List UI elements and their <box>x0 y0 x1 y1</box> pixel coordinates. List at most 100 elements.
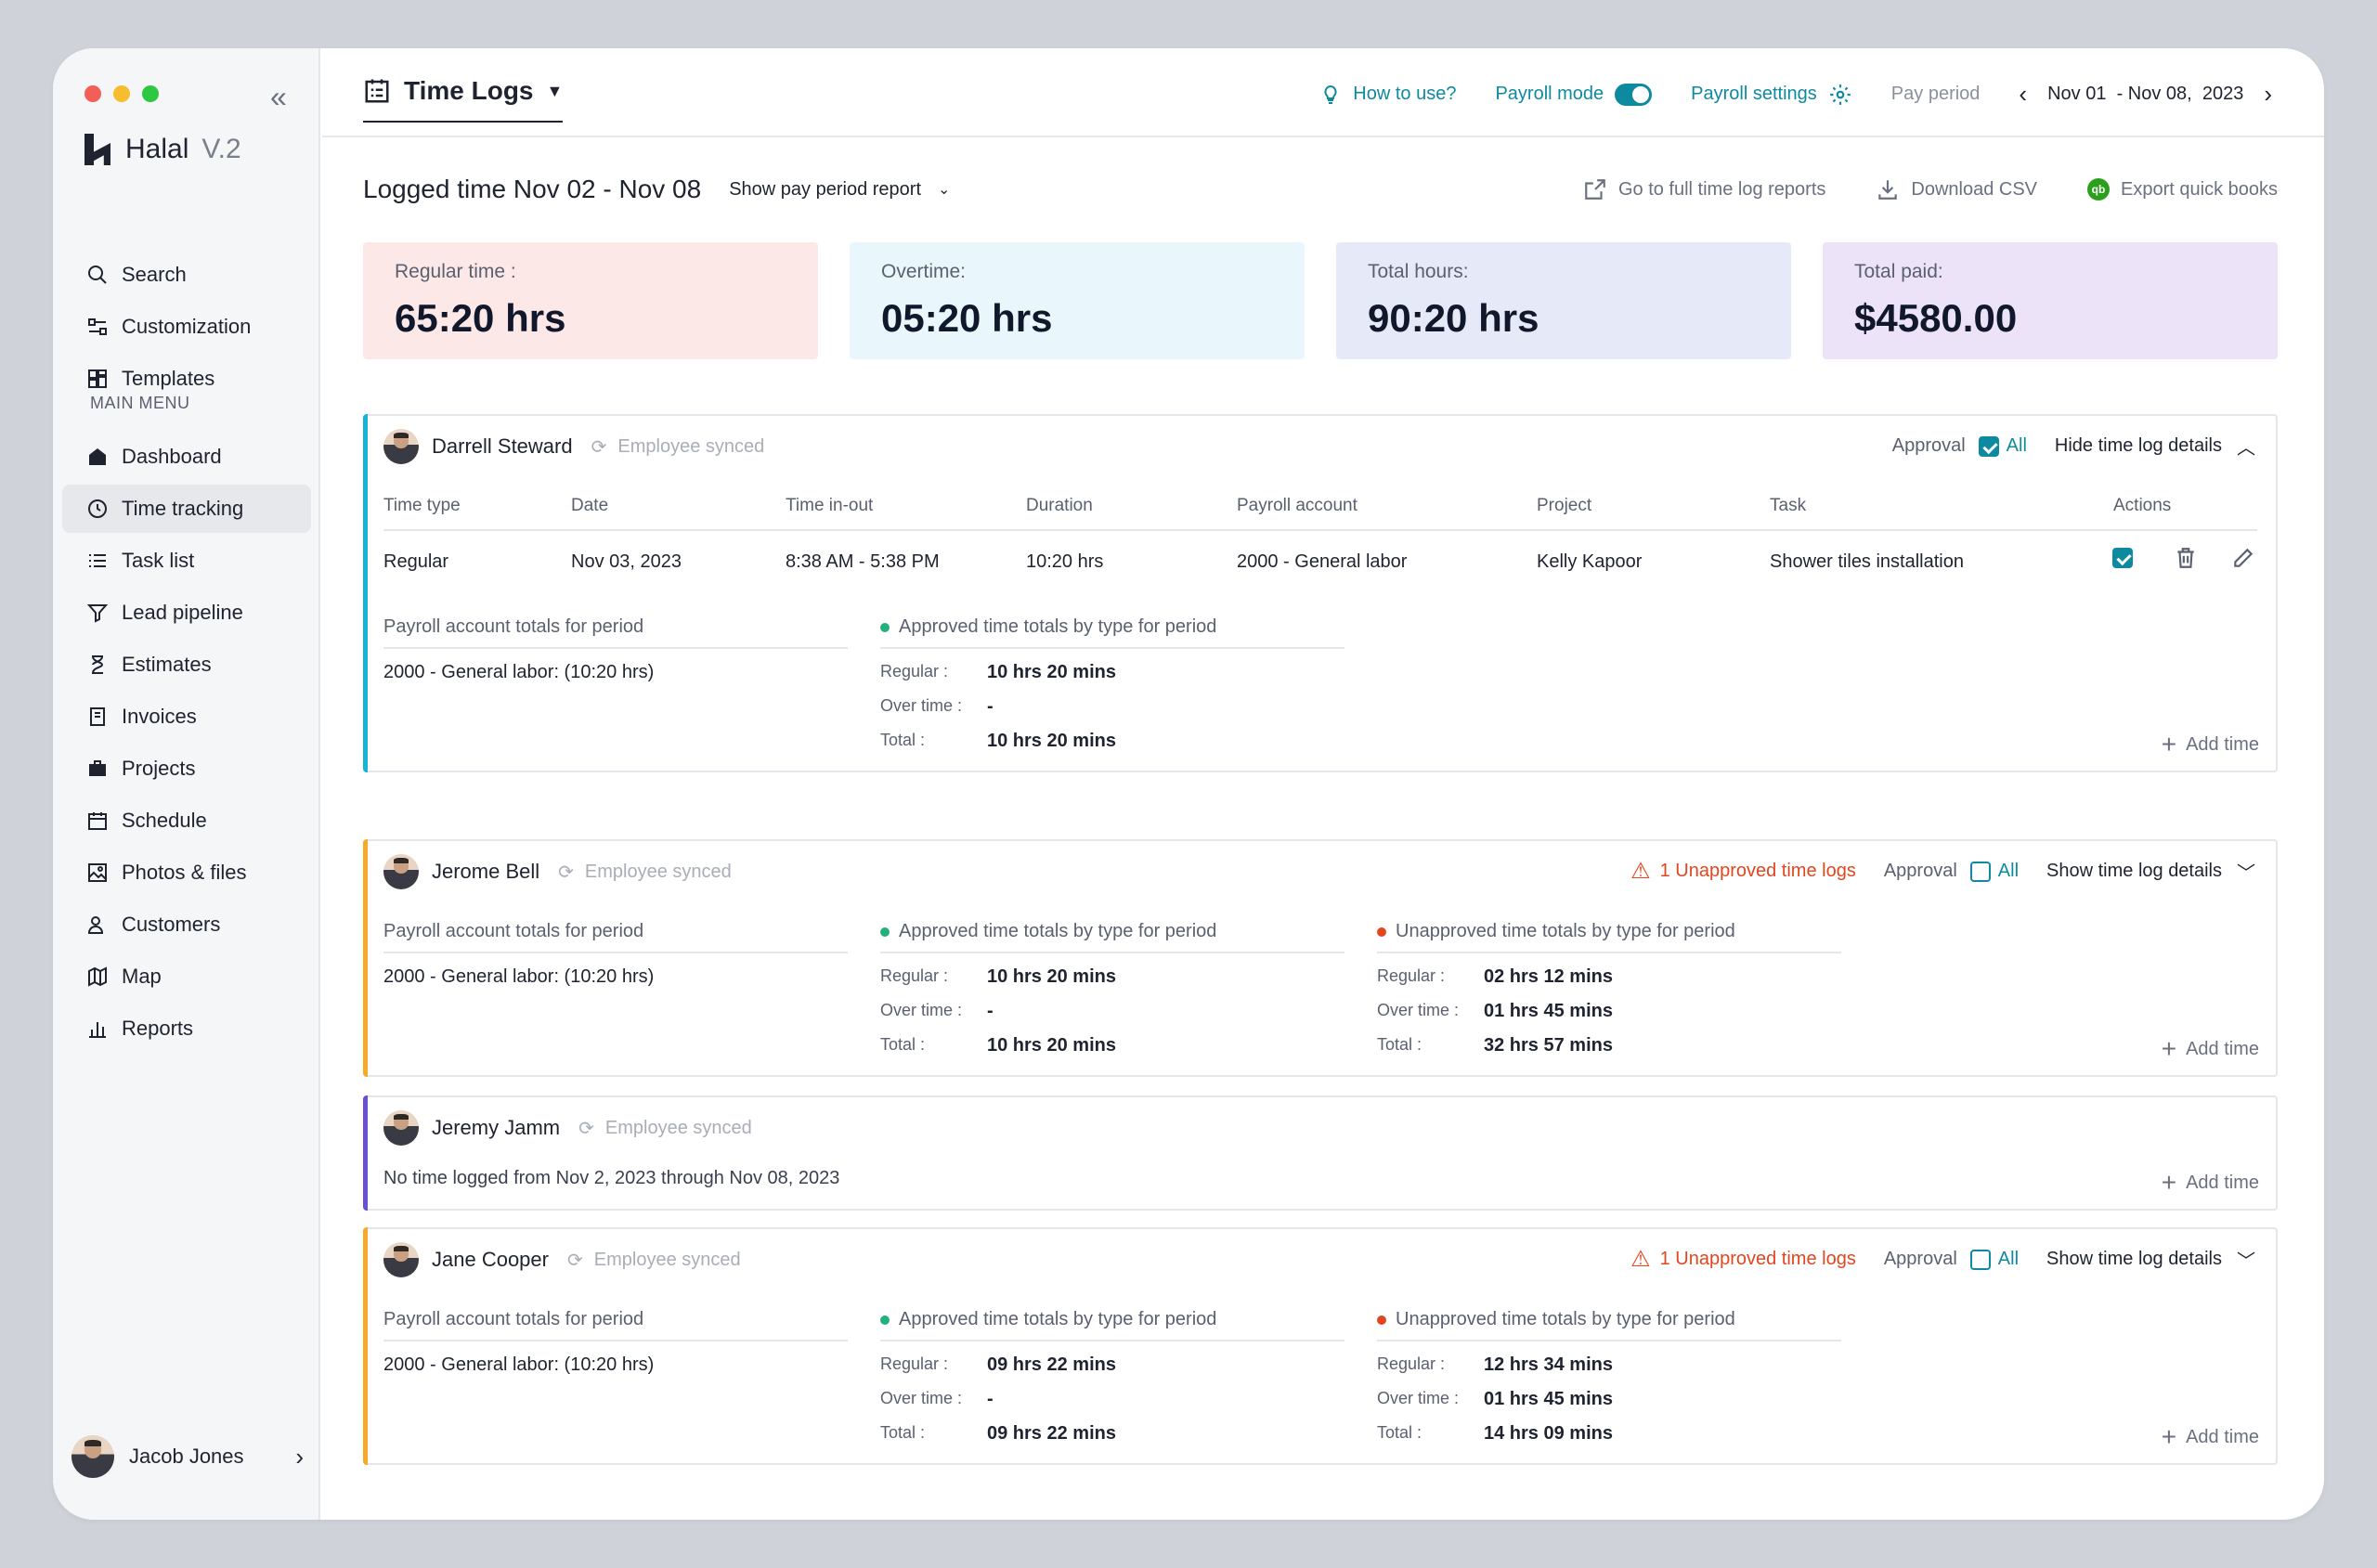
time-logs-dropdown[interactable]: Time Logs ▼ <box>363 76 564 123</box>
employee-header: Jane Cooper ⟳ Employee synced <box>383 1242 741 1277</box>
approved-regular-row: Regular : 10 hrs 20 mins <box>880 966 1344 988</box>
edit-icon[interactable] <box>2231 546 2255 570</box>
payroll-mode-toggle[interactable]: Payroll mode <box>1495 83 1653 106</box>
regular-value: 02 hrs 12 mins <box>1484 966 1613 987</box>
regular-label: Regular : <box>880 1354 949 1373</box>
chevron-down-icon: ﹀ <box>2237 1251 2255 1272</box>
synced-label: Employee synced <box>617 435 765 457</box>
download-csv-button[interactable]: Download CSV <box>1876 177 2037 201</box>
add-time-button[interactable]: + Add time <box>2162 1424 2259 1450</box>
show-pay-period-report-dropdown[interactable]: Show pay period report ⌄ <box>729 179 950 201</box>
go-full-reports-link[interactable]: Go to full time log reports <box>1583 177 1825 201</box>
employee-name: Jane Cooper <box>432 1248 549 1271</box>
add-time-button[interactable]: + Add time <box>2162 1036 2259 1062</box>
approved-totals-heading: Approved time totals by type for period <box>880 921 1344 953</box>
payroll-settings-link[interactable]: Payroll settings <box>1691 83 1852 107</box>
column-header: Payroll account <box>1237 496 1357 515</box>
chevron-right-icon[interactable]: › <box>2264 80 2272 108</box>
sidebar-item-invoices[interactable]: Invoices <box>62 693 311 741</box>
total-value: 10 hrs 20 mins <box>987 731 1116 751</box>
maximize-window-button[interactable] <box>142 85 159 102</box>
hourglass-icon <box>84 652 110 678</box>
total-label: Total : <box>1377 1423 1422 1442</box>
sliders-icon <box>84 314 110 340</box>
payroll-totals-heading: Payroll account totals for period <box>383 1309 848 1341</box>
show-details-toggle[interactable]: Show time log details ﹀ <box>2046 858 2255 885</box>
row-actions <box>2112 546 2255 570</box>
show-details-toggle[interactable]: Show time log details ﹀ <box>2046 1246 2255 1273</box>
avatar <box>383 429 419 464</box>
approve-row-checkbox[interactable] <box>2112 548 2133 568</box>
quickbooks-icon: qb <box>2087 178 2111 201</box>
add-time-button[interactable]: + Add time <box>2162 1170 2259 1196</box>
sidebar-item-projects[interactable]: Projects <box>62 745 311 793</box>
collapse-sidebar-icon[interactable]: « <box>270 80 287 113</box>
grid-icon <box>84 366 110 392</box>
green-dot-icon <box>880 927 890 937</box>
sidebar-templates[interactable]: Templates <box>62 355 311 403</box>
approve-all-checkbox[interactable]: All <box>1978 435 2027 457</box>
export-qb-label: Export quick books <box>2121 178 2278 200</box>
overtime-label: Over time : <box>880 696 963 715</box>
sidebar-customization[interactable]: Customization <box>62 303 311 351</box>
approve-all-checkbox[interactable]: All <box>1969 1249 2019 1270</box>
sidebar-item-label: Schedule <box>122 809 207 832</box>
add-time-label: Add time <box>2186 1172 2259 1193</box>
close-window-button[interactable] <box>84 85 101 102</box>
approved-overtime-row: Over time : - <box>880 1389 1344 1410</box>
employee-card: Jerome Bell ⟳ Employee synced ⚠ 1 Unapprov… <box>363 839 2278 1077</box>
export-quickbooks-button[interactable]: qb Export quick books <box>2087 177 2278 201</box>
toggle-switch[interactable] <box>1615 83 1653 106</box>
red-dot-icon <box>1377 927 1386 937</box>
regular-label: Regular : <box>880 662 949 680</box>
unapproved-total-row: Total : 14 hrs 09 mins <box>1377 1423 1841 1445</box>
sidebar-item-customers[interactable]: Customers <box>62 901 311 949</box>
trash-icon[interactable] <box>2174 546 2198 570</box>
sidebar-customization-label: Customization <box>122 315 252 338</box>
regular-value: 09 hrs 22 mins <box>987 1354 1116 1375</box>
how-to-use-link[interactable]: How to use? <box>1319 84 1456 106</box>
sidebar-item-reports[interactable]: Reports <box>62 1004 311 1053</box>
sidebar-item-time-tracking[interactable]: Time tracking <box>62 485 311 533</box>
checkbox-checked-icon <box>1978 435 1999 457</box>
add-time-button[interactable]: + Add time <box>2162 732 2259 758</box>
overtime-value: 01 hrs 45 mins <box>1484 1389 1613 1409</box>
unapproved-overtime-row: Over time : 01 hrs 45 mins <box>1377 1001 1841 1022</box>
sidebar-item-estimates[interactable]: Estimates <box>62 641 311 689</box>
chevron-left-icon[interactable]: ‹ <box>2019 80 2028 108</box>
employee-synced-status: ⟳ Employee synced <box>578 1117 752 1140</box>
approve-all-checkbox[interactable]: All <box>1969 861 2019 882</box>
sidebar-search[interactable]: Search <box>62 251 311 299</box>
external-link-icon <box>1585 179 1605 200</box>
sidebar-item-label: Projects <box>122 757 196 780</box>
employee-header: Jerome Bell ⟳ Employee synced <box>383 854 732 889</box>
card-controls: ⚠ 1 Unapproved time logs Approval All Sho… <box>1630 1246 2255 1273</box>
column-header: Time type <box>383 496 461 515</box>
minimize-window-button[interactable] <box>113 85 130 102</box>
approval-control: Approval All <box>1884 1249 2019 1270</box>
sync-icon: ⟳ <box>566 1250 583 1271</box>
total-value: 09 hrs 22 mins <box>987 1423 1116 1444</box>
unapproved-logs-warning[interactable]: ⚠ 1 Unapproved time logs <box>1630 858 1856 885</box>
approval-label: Approval <box>1883 861 1957 881</box>
table-row[interactable]: Regular Nov 03, 2023 8:38 AM - 5:38 PM 1… <box>383 551 2257 573</box>
users-icon <box>84 912 110 938</box>
sidebar-item-schedule[interactable]: Schedule <box>62 797 311 845</box>
sidebar-item-dashboard[interactable]: Dashboard <box>62 433 311 481</box>
total-value: 10 hrs 20 mins <box>987 1035 1116 1056</box>
plus-icon: + <box>2161 1422 2177 1451</box>
total-label: Total : <box>1377 1035 1422 1054</box>
sidebar-item-map[interactable]: Map <box>62 952 311 1001</box>
unapproved-logs-warning[interactable]: ⚠ 1 Unapproved time logs <box>1630 1246 1856 1273</box>
map-icon <box>84 964 110 990</box>
sidebar-item-photos-files[interactable]: Photos & files <box>62 849 311 897</box>
unapproved-total-row: Total : 32 hrs 57 mins <box>1377 1035 1841 1056</box>
hide-details-toggle[interactable]: Hide time log details ︿ <box>2055 433 2255 460</box>
employee-card: Jeremy Jamm ⟳ Employee synced No time log… <box>363 1095 2278 1211</box>
sidebar-item-lead-pipeline[interactable]: Lead pipeline <box>62 589 311 637</box>
payroll-totals: Payroll account totals for period 2000 -… <box>383 1309 848 1376</box>
report-actions: Go to full time log reports Download CSV… <box>1583 177 2278 201</box>
pay-period-label: Pay period <box>1890 84 1981 104</box>
current-user[interactable]: Jacob Jones › <box>71 1435 304 1478</box>
sidebar-item-task-list[interactable]: Task list <box>62 537 311 585</box>
